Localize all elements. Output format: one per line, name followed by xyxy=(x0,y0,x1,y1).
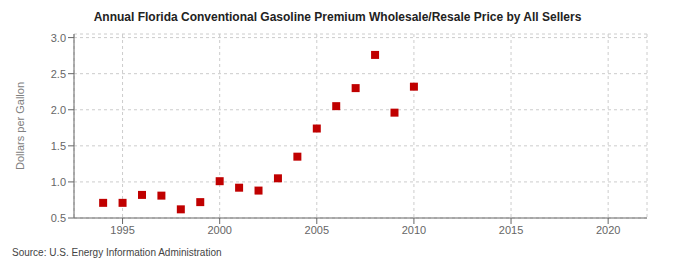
html-text:Annual Florida Conventional Ga: Annual Florida Conventional Gasoline Pre… xyxy=(93,10,582,24)
svg-text:2000: 2000 xyxy=(207,224,231,236)
svg-text:Dollars per Gallon: Dollars per Gallon xyxy=(14,82,26,170)
svg-text:1995: 1995 xyxy=(110,224,134,236)
svg-text:0.5: 0.5 xyxy=(51,212,66,224)
html-text:Source: U.S. Energy Informatio: Source: U.S. Energy Information Administ… xyxy=(12,247,222,258)
svg-text:2.0: 2.0 xyxy=(51,104,66,116)
svg-text:1.0: 1.0 xyxy=(51,176,66,188)
svg-text:2015: 2015 xyxy=(499,224,523,236)
svg-text:2020: 2020 xyxy=(596,224,620,236)
svg-text:2.5: 2.5 xyxy=(51,68,66,80)
svg-text:2005: 2005 xyxy=(305,224,329,236)
svg-text:2010: 2010 xyxy=(402,224,426,236)
svg-text:1.5: 1.5 xyxy=(51,140,66,152)
svg-text:3.0: 3.0 xyxy=(51,32,66,44)
